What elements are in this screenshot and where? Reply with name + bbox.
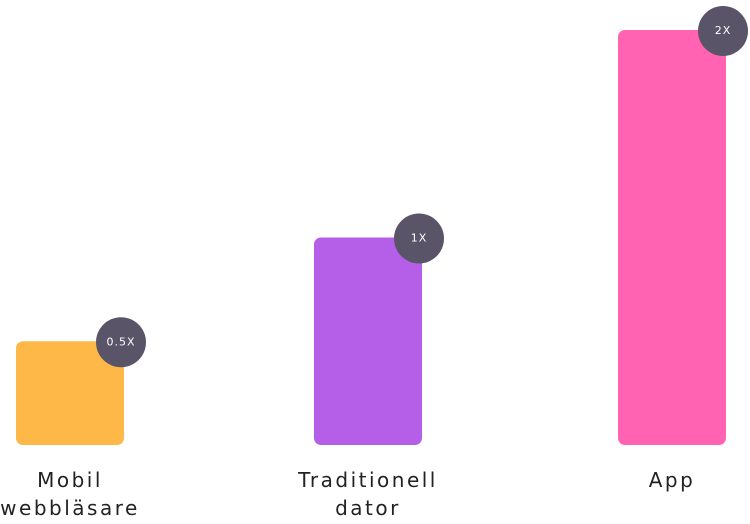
category-label: Traditionell dator	[298, 468, 438, 520]
bar	[314, 237, 422, 445]
value-badge	[96, 317, 146, 368]
bar	[16, 341, 124, 445]
value-label: 2X	[715, 24, 732, 37]
category-label: App	[648, 468, 696, 492]
category-label: Mobil webbläsare	[0, 468, 140, 520]
value-label: 0.5X	[106, 335, 135, 348]
value-label: 1X	[411, 232, 428, 245]
bar	[618, 30, 726, 445]
value-badge	[698, 6, 748, 56]
value-badge	[394, 213, 444, 264]
